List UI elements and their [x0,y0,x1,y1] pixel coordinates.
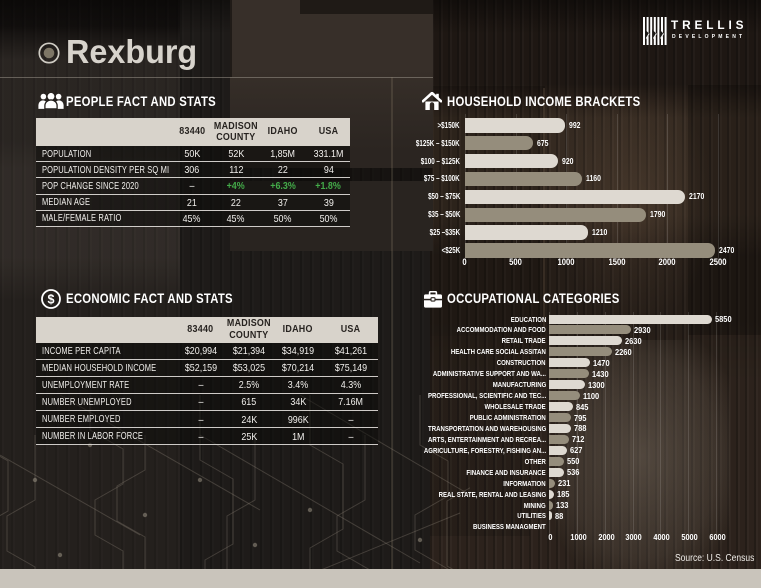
svg-text:$: $ [48,293,55,307]
